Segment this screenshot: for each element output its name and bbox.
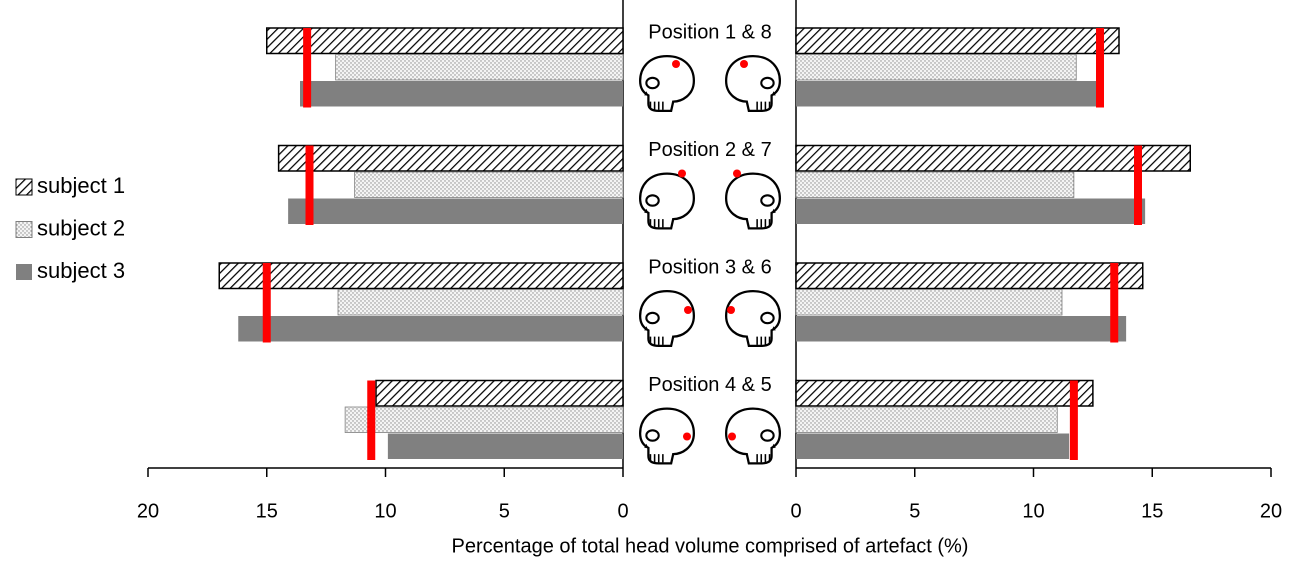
artefact-dot xyxy=(684,306,692,314)
artefact-dot xyxy=(727,306,735,314)
bar xyxy=(796,316,1126,342)
legend-label: subject 2 xyxy=(37,215,125,240)
x-tick-label: 5 xyxy=(909,500,920,522)
bar xyxy=(219,263,623,289)
artefact-dot xyxy=(740,60,748,68)
bar xyxy=(796,434,1069,460)
artefact-dot xyxy=(733,170,741,178)
artefact-dot xyxy=(683,433,691,441)
artefact-dot xyxy=(728,433,736,441)
category-label: Position 1 & 8 xyxy=(648,21,771,43)
mean-marker xyxy=(1110,263,1118,343)
bar xyxy=(796,381,1093,407)
mean-marker xyxy=(303,28,311,108)
skull-icon xyxy=(640,174,694,229)
legend-swatch xyxy=(16,222,32,238)
x-tick-label: 20 xyxy=(137,500,159,522)
x-tick-label: 0 xyxy=(790,500,801,522)
mean-marker xyxy=(1134,146,1142,226)
x-tick-label: 15 xyxy=(256,500,278,522)
artefact-dot xyxy=(672,60,680,68)
bar xyxy=(376,381,623,407)
category-label: Position 4 & 5 xyxy=(648,374,771,396)
bar xyxy=(796,290,1062,316)
bar xyxy=(796,55,1076,81)
legend-swatch xyxy=(16,179,32,195)
mean-marker xyxy=(306,146,314,226)
x-tick-label: 10 xyxy=(1022,500,1044,522)
x-tick-label: 5 xyxy=(499,500,510,522)
legend-label: subject 1 xyxy=(37,173,125,198)
bar xyxy=(279,146,623,172)
mean-marker xyxy=(1096,28,1104,108)
bar xyxy=(796,407,1057,433)
skull-icon xyxy=(726,56,780,111)
category-label: Position 2 & 7 xyxy=(648,139,771,161)
bar xyxy=(796,81,1098,107)
skull-icon xyxy=(640,56,694,111)
bar xyxy=(267,28,623,54)
bar xyxy=(345,407,623,433)
bar xyxy=(796,199,1145,225)
bar xyxy=(338,290,623,316)
skull-icon xyxy=(640,291,694,346)
x-tick-label: 0 xyxy=(617,500,628,522)
bar xyxy=(388,434,623,460)
chart: Percentage of total head volume comprise… xyxy=(0,0,1295,563)
legend-label: subject 3 xyxy=(37,258,125,283)
skull-icon xyxy=(726,291,780,346)
bar xyxy=(796,28,1119,54)
bar xyxy=(300,81,623,107)
mean-marker xyxy=(263,263,271,343)
mean-marker xyxy=(367,381,375,461)
mean-marker xyxy=(1070,381,1078,461)
x-tick-label: 20 xyxy=(1260,500,1282,522)
legend-swatch xyxy=(16,264,32,280)
bar xyxy=(355,172,623,198)
category-label: Position 3 & 6 xyxy=(648,256,771,278)
bar xyxy=(796,146,1190,172)
bar xyxy=(796,263,1143,289)
bar xyxy=(238,316,623,342)
bar xyxy=(288,199,623,225)
bar xyxy=(336,55,623,81)
x-tick-label: 10 xyxy=(374,500,396,522)
x-axis-title: Percentage of total head volume comprise… xyxy=(452,535,969,557)
x-tick-label: 15 xyxy=(1141,500,1163,522)
bar xyxy=(796,172,1074,198)
skull-icon xyxy=(726,174,780,229)
artefact-dot xyxy=(678,170,686,178)
